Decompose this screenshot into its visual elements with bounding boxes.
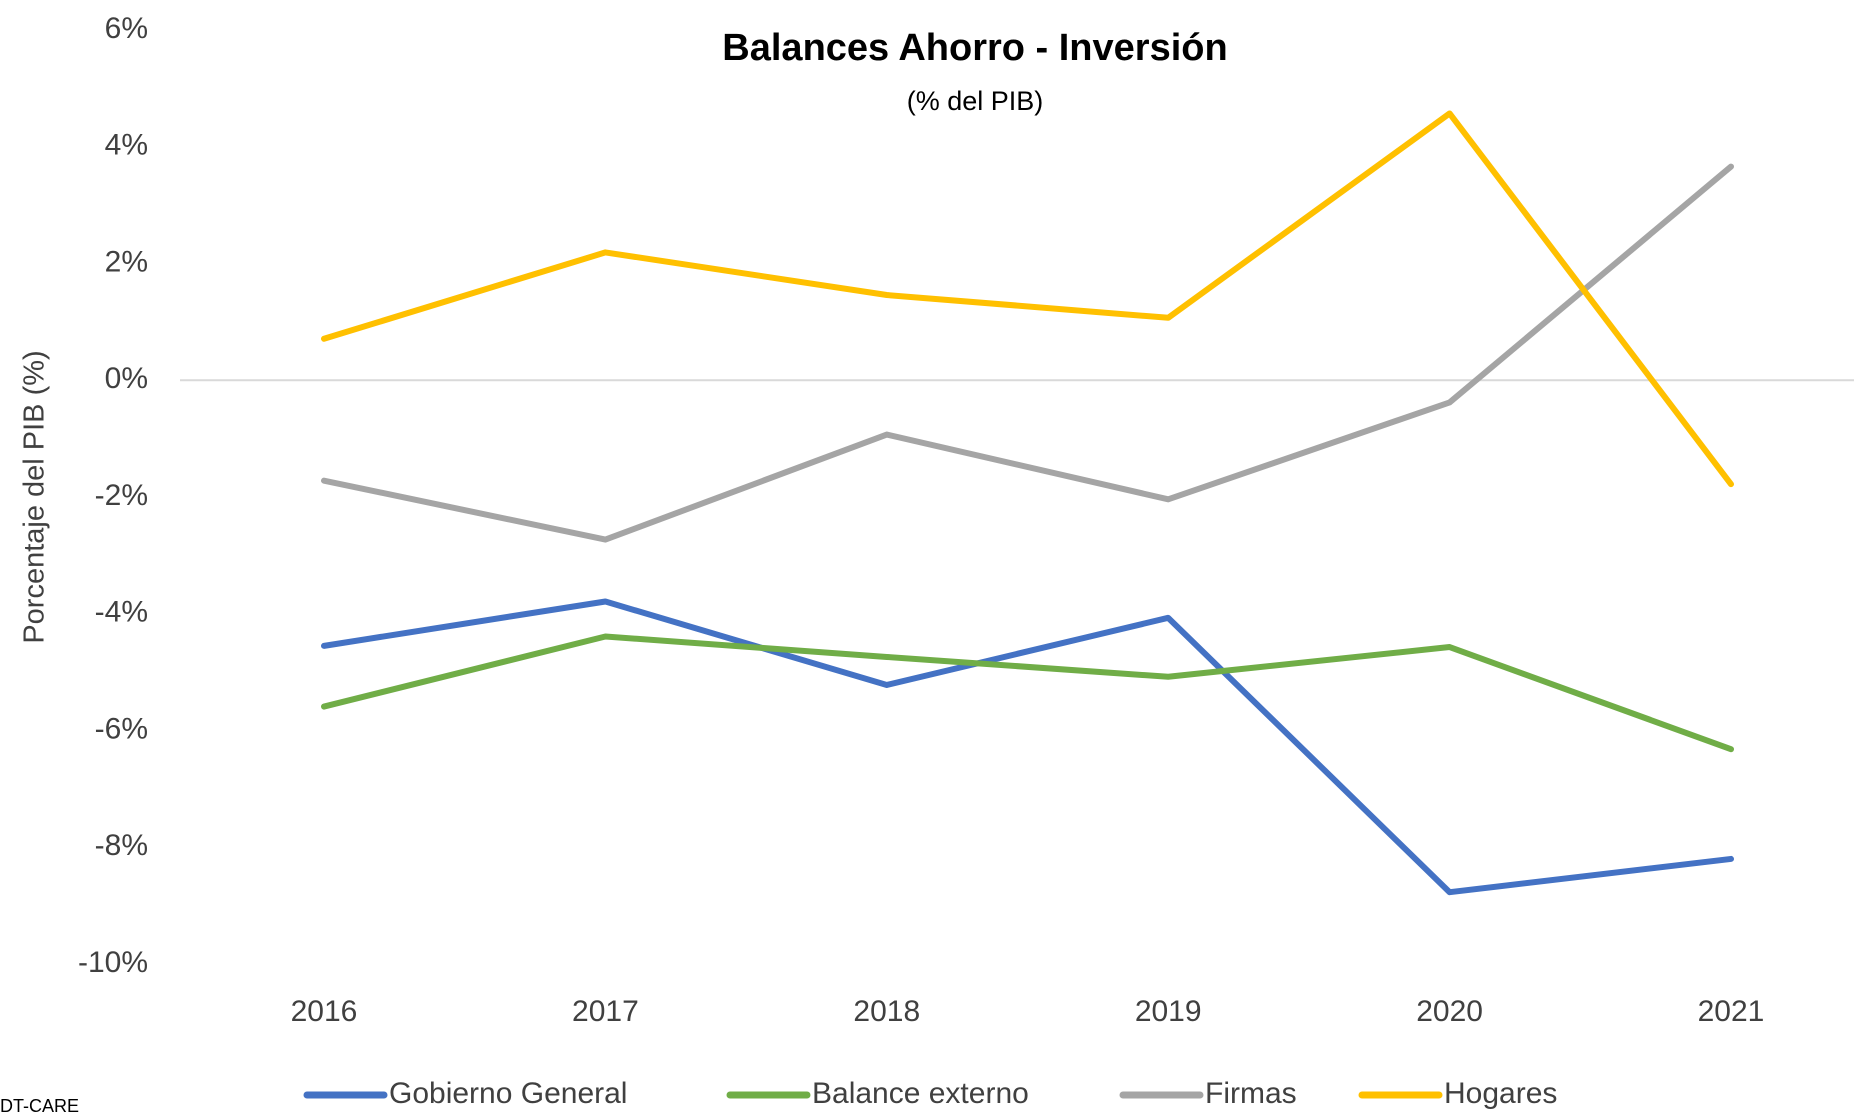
- y-tick-label: 0%: [105, 362, 148, 395]
- y-tick-label: -8%: [95, 829, 148, 862]
- series-line: [321, 598, 1734, 896]
- legend-label: Gobierno General: [389, 1077, 627, 1110]
- y-tick-label: -10%: [78, 946, 148, 979]
- y-tick-label: 4%: [105, 129, 148, 162]
- x-tick-label: 2017: [572, 995, 639, 1028]
- y-tick-label: -2%: [95, 479, 148, 512]
- legend-label: Hogares: [1444, 1077, 1557, 1110]
- x-tick-label: 2019: [1135, 995, 1202, 1028]
- y-tick-label: 2%: [105, 245, 148, 278]
- y-tick-label: -4%: [95, 596, 148, 629]
- y-tick-label: 6%: [105, 12, 148, 45]
- x-tick-label: 2020: [1416, 995, 1483, 1028]
- chart-title: Balances Ahorro - Inversión: [722, 27, 1227, 69]
- legend-label: Firmas: [1205, 1077, 1297, 1110]
- source: DT-CARE: [0, 1096, 79, 1115]
- x-tick-label: 2021: [1698, 995, 1765, 1028]
- chart-subtitle: (% del PIB): [907, 86, 1044, 116]
- x-tick-label: 2016: [291, 995, 358, 1028]
- y-tick-label: -6%: [95, 712, 148, 745]
- x-tick-label: 2018: [853, 995, 920, 1028]
- series-line: [321, 633, 1734, 753]
- series-line: [321, 163, 1734, 543]
- y-axis-label: Porcentaje del PIB (%): [19, 350, 51, 643]
- legend-label: Balance externo: [812, 1077, 1029, 1110]
- series-line: [321, 110, 1734, 488]
